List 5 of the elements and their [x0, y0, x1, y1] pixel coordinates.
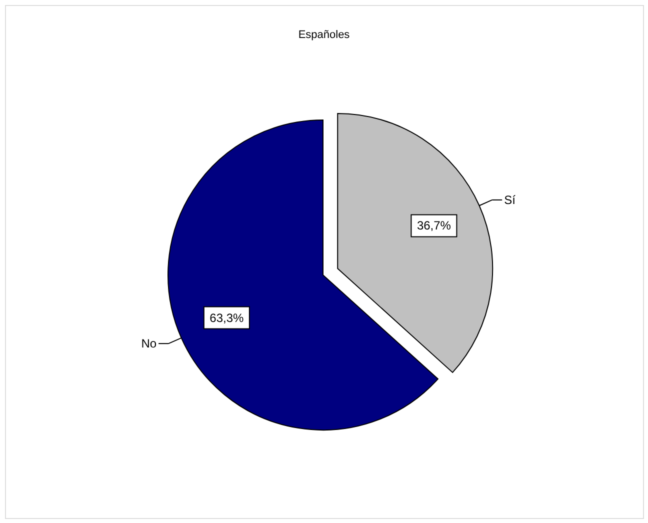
legend-label: Sí: [504, 192, 516, 207]
chart-title: Españoles: [298, 29, 350, 41]
data-label: 36,7%: [416, 218, 452, 233]
slice-label: No: [141, 336, 157, 351]
data-label: 63,3%: [210, 310, 244, 325]
